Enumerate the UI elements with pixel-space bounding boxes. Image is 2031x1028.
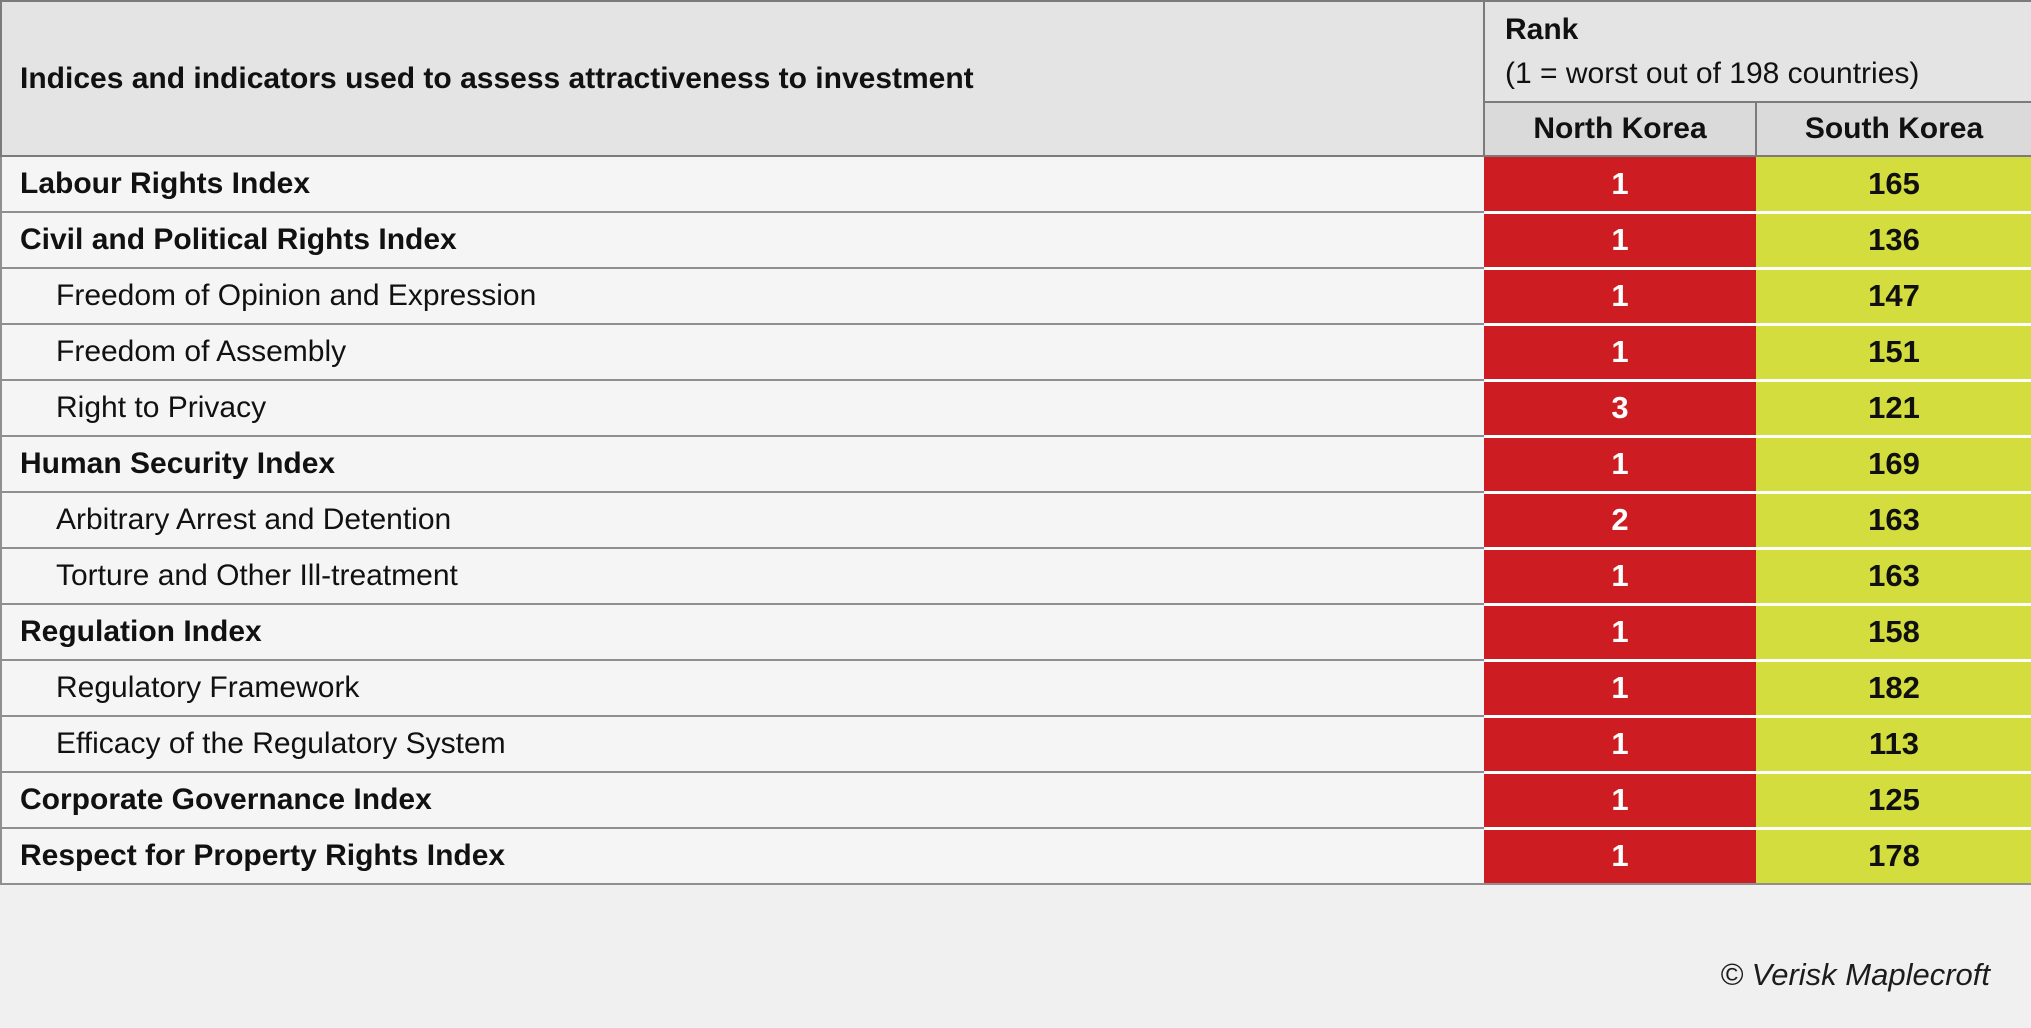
table-row: Labour Rights Index 1 165 [0, 156, 2031, 214]
north-korea-rank: 1 [1484, 156, 1756, 214]
north-korea-rank: 1 [1484, 212, 1756, 270]
table-row: Torture and Other Ill-treatment 1 163 [0, 548, 2031, 606]
table-row: Regulation Index 1 158 [0, 604, 2031, 662]
south-korea-rank: 165 [1756, 156, 2031, 214]
rank-header: Rank (1 = worst out of 198 countries) [1483, 0, 2031, 103]
table-row: Arbitrary Arrest and Detention 2 163 [0, 492, 2031, 550]
rank-table-body: Labour Rights Index 1 165 Civil and Poli… [0, 156, 2031, 885]
north-korea-rank: 1 [1484, 660, 1756, 718]
row-label: Respect for Property Rights Index [0, 828, 1484, 885]
row-label: Freedom of Assembly [0, 324, 1484, 381]
table-row: Efficacy of the Regulatory System 1 113 [0, 716, 2031, 774]
north-korea-rank: 1 [1484, 324, 1756, 382]
table-row: Civil and Political Rights Index 1 136 [0, 212, 2031, 270]
north-korea-rank: 1 [1484, 716, 1756, 774]
table-row: Freedom of Assembly 1 151 [0, 324, 2031, 382]
rank-table: Indices and indicators used to assess at… [0, 0, 2031, 885]
north-korea-rank: 3 [1484, 380, 1756, 438]
row-label: Efficacy of the Regulatory System [0, 716, 1484, 773]
south-korea-rank: 151 [1756, 324, 2031, 382]
rank-label: Rank [1505, 12, 1579, 46]
table-row: Right to Privacy 3 121 [0, 380, 2031, 438]
table-row: Respect for Property Rights Index 1 178 [0, 828, 2031, 885]
north-korea-rank: 1 [1484, 436, 1756, 494]
south-korea-rank: 182 [1756, 660, 2031, 718]
rank-table-header: Indices and indicators used to assess at… [0, 0, 2031, 157]
row-label: Regulatory Framework [0, 660, 1484, 717]
table-row: Human Security Index 1 169 [0, 436, 2031, 494]
north-korea-rank: 1 [1484, 604, 1756, 662]
south-korea-rank: 121 [1756, 380, 2031, 438]
south-korea-rank: 178 [1756, 828, 2031, 885]
north-korea-rank: 2 [1484, 492, 1756, 550]
row-label: Freedom of Opinion and Expression [0, 268, 1484, 325]
column-header-north-korea: North Korea [1483, 101, 1757, 157]
north-korea-rank: 1 [1484, 828, 1756, 885]
south-korea-rank: 163 [1756, 548, 2031, 606]
north-korea-rank: 1 [1484, 548, 1756, 606]
row-label: Torture and Other Ill-treatment [0, 548, 1484, 605]
south-korea-rank: 125 [1756, 772, 2031, 830]
south-korea-rank: 147 [1756, 268, 2031, 326]
table-row: Freedom of Opinion and Expression 1 147 [0, 268, 2031, 326]
row-label: Arbitrary Arrest and Detention [0, 492, 1484, 549]
south-korea-rank: 163 [1756, 492, 2031, 550]
north-korea-rank: 1 [1484, 268, 1756, 326]
south-korea-rank: 169 [1756, 436, 2031, 494]
south-korea-rank: 158 [1756, 604, 2031, 662]
column-header-south-korea: South Korea [1755, 101, 2031, 157]
table-row: Regulatory Framework 1 182 [0, 660, 2031, 718]
table-row: Corporate Governance Index 1 125 [0, 772, 2031, 830]
row-label: Corporate Governance Index [0, 772, 1484, 829]
table-title: Indices and indicators used to assess at… [0, 0, 1485, 157]
south-korea-rank: 113 [1756, 716, 2031, 774]
footer: © Verisk Maplecroft [0, 885, 2031, 1025]
row-label: Civil and Political Rights Index [0, 212, 1484, 269]
copyright: © Verisk Maplecroft [1720, 957, 1990, 992]
south-korea-rank: 136 [1756, 212, 2031, 270]
rank-note: (1 = worst out of 198 countries) [1505, 56, 1920, 90]
row-label: Human Security Index [0, 436, 1484, 493]
row-label: Labour Rights Index [0, 156, 1484, 213]
row-label: Regulation Index [0, 604, 1484, 661]
row-label: Right to Privacy [0, 380, 1484, 437]
north-korea-rank: 1 [1484, 772, 1756, 830]
